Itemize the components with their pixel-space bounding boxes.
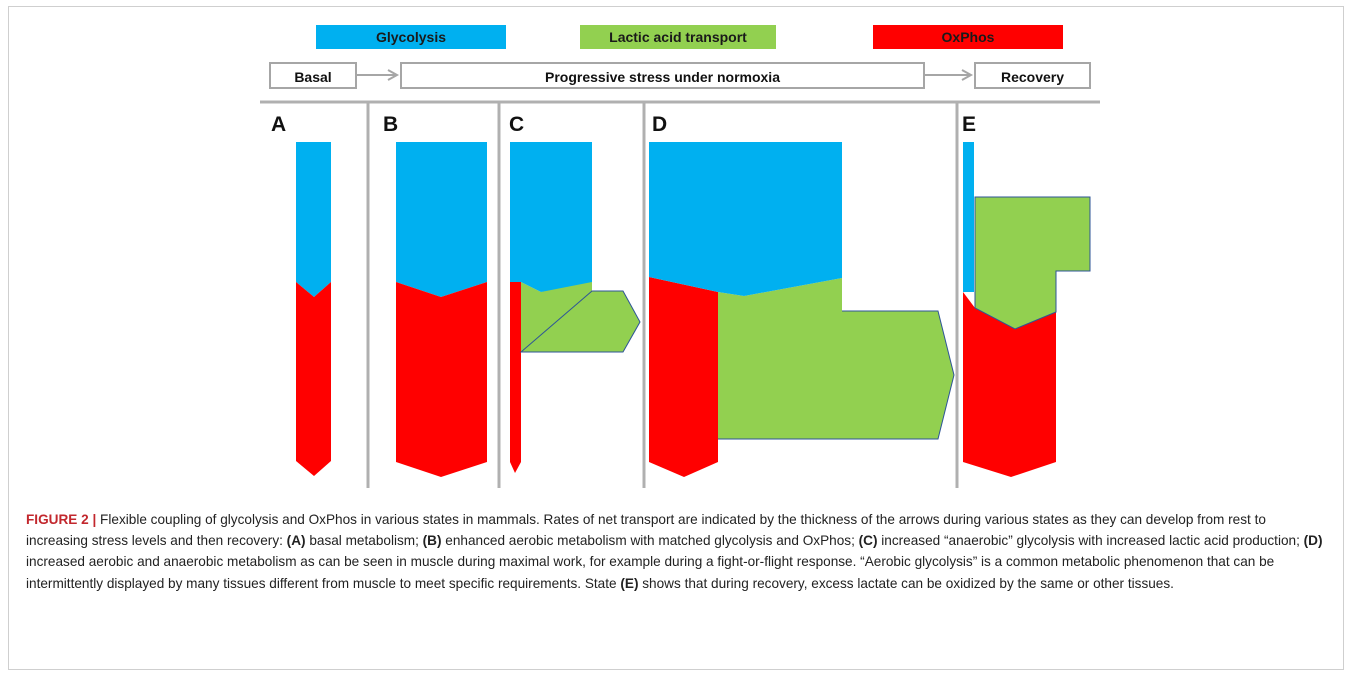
caption-intro: Flexible coupling of glycolysis and OxPh… — [26, 512, 1266, 549]
caption-ref-a: (A) — [286, 533, 306, 549]
panel-d-arrows — [649, 142, 955, 477]
panel-b-glycolysis-arrow — [396, 142, 487, 297]
legend-glycolysis: Glycolysis — [316, 25, 506, 49]
panel-label-a: A — [271, 113, 286, 136]
panel-c-arrows — [510, 142, 641, 473]
caption-ref-d: (D) — [1303, 533, 1323, 549]
caption-figure-label: FIGURE 2 | — [26, 512, 97, 527]
panel-a-oxphos-arrow — [296, 282, 331, 476]
panel-label-b: B — [383, 113, 398, 136]
panel-d-lactic-arrow — [718, 278, 954, 439]
phase-progressive-stress: Progressive stress under normoxia — [400, 62, 925, 89]
panel-e-lactic-arrow — [975, 197, 1090, 329]
phase-recovery: Recovery — [974, 62, 1091, 89]
legend-oxphos: OxPhos — [873, 25, 1063, 49]
figure-caption: FIGURE 2 | Flexible coupling of glycolys… — [26, 509, 1326, 594]
panel-d-oxphos-arrow — [649, 277, 718, 477]
panel-c-lactic-arrow — [521, 278, 640, 352]
caption-text-b: enhanced aerobic metabolism with matched… — [441, 533, 859, 549]
caption-text-c: increased “anaerobic” glycolysis with in… — [877, 533, 1304, 549]
caption-text-a: basal metabolism; — [305, 533, 423, 549]
panel-label-d: D — [652, 113, 667, 136]
panel-e-glycolysis-arrow — [963, 142, 974, 292]
panel-a-arrows — [296, 142, 331, 476]
panel-a-glycolysis-arrow — [296, 142, 331, 297]
panel-c-lactic-outline — [519, 290, 641, 353]
panel-e-arrows — [963, 142, 1091, 477]
panel-label-e: E — [962, 113, 976, 136]
caption-ref-b: (B) — [422, 533, 442, 549]
panel-d-lactic-outline — [718, 310, 955, 440]
phase-arrow-stress-to-recovery — [925, 69, 974, 81]
panel-b-oxphos-arrow — [396, 282, 487, 477]
caption-ref-e: (E) — [620, 575, 639, 591]
metabolism-diagram: A B C D E — [260, 69, 1100, 488]
panel-d-glycolysis-arrow — [649, 142, 842, 296]
phase-arrow-basal-to-stress — [357, 69, 400, 81]
phase-basal: Basal — [269, 62, 357, 89]
caption-ref-c: (C) — [858, 533, 878, 549]
panel-c-glycolysis-arrow — [510, 142, 592, 292]
caption-text-e: shows that during recovery, excess lacta… — [638, 575, 1174, 591]
panel-b-arrows — [396, 142, 487, 477]
panel-e-oxphos-arrow — [963, 292, 1056, 477]
panel-c-oxphos-arrow — [510, 282, 521, 473]
panel-label-c: C — [509, 113, 524, 136]
caption-text-d: increased aerobic and anaerobic metaboli… — [26, 554, 1275, 591]
panel-e-lactic-outline — [974, 196, 1091, 330]
legend-lactic-acid-transport: Lactic acid transport — [580, 25, 776, 49]
